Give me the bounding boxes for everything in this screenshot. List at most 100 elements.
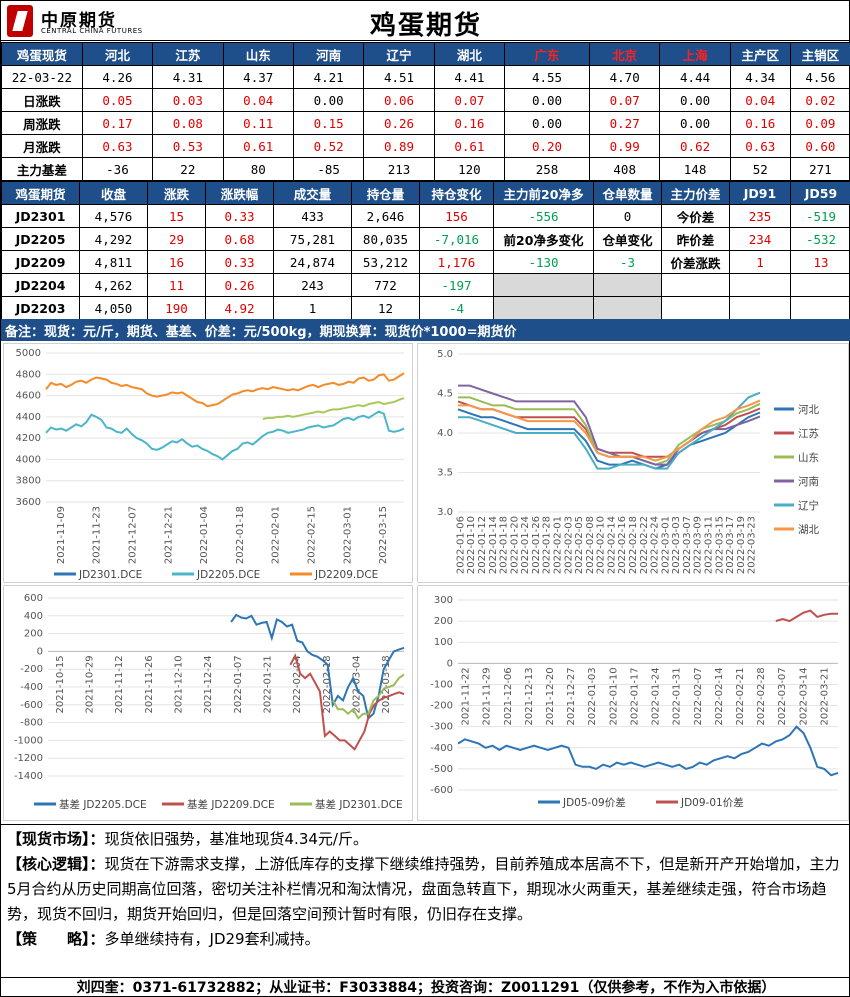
spot-cell: 0.60: [789, 134, 850, 158]
futures-cell: 0.33: [205, 204, 274, 228]
spot-header-cell: 上海: [659, 42, 731, 66]
spot-cell: 22: [152, 157, 224, 181]
series-line: [331, 673, 405, 720]
y-tick-label: -100: [430, 679, 453, 690]
x-tick-label: 2022-02-18: [628, 516, 639, 574]
x-tick-label: 2022-01-10: [608, 667, 619, 725]
spot-row-label: 主力基差: [1, 157, 83, 181]
series-line: [775, 609, 838, 623]
spot-cell: 4.21: [292, 65, 365, 89]
x-tick-label: 2022-01-24: [651, 667, 662, 725]
x-tick-label: 2022-03-17: [725, 516, 736, 574]
futures-cell: 772: [351, 273, 420, 297]
spot-cell: 0.16: [729, 111, 791, 135]
spot-cell: 0.53: [152, 134, 224, 158]
x-tick-label: 2022-02-14: [606, 516, 617, 574]
futures-cell: 11: [147, 273, 206, 297]
y-tick-label: -1000: [14, 735, 43, 746]
spot-cell: 213: [363, 157, 435, 181]
y-tick-label: 600: [24, 593, 43, 604]
spot-cell: 0.02: [789, 88, 850, 112]
spot-cell: 148: [659, 157, 731, 181]
spot-cell: 0.89: [363, 134, 435, 158]
y-tick-label: -1400: [14, 771, 43, 782]
spot-cell: 0.61: [433, 134, 506, 158]
futures-cell: 234: [729, 227, 791, 251]
spot-cell: 0.03: [152, 88, 224, 112]
spot-cell: 4.34: [729, 65, 791, 89]
strategy-label: 【策 略】：: [7, 930, 105, 948]
futures-cell: -3: [593, 250, 662, 274]
futures-cell: [790, 273, 850, 297]
x-tick-label: 2022-02-16: [617, 516, 628, 574]
spot-cell: -36: [81, 157, 154, 181]
x-tick-label: 2022-01-03: [587, 667, 598, 725]
futures-header-cell: 成交量: [273, 181, 352, 205]
strategy-text: 多单继续持有，JD29套利减持。: [104, 930, 320, 948]
y-tick-label: 300: [434, 595, 453, 606]
spot-header-cell: 鸡蛋现货: [1, 42, 83, 66]
spot-cell: 0.04: [729, 88, 791, 112]
x-tick-label: 2022-01-18: [499, 516, 510, 574]
futures-cell: 15: [147, 204, 206, 228]
spot-cell: 0.27: [588, 111, 661, 135]
futures-cell: 4,292: [79, 227, 148, 251]
futures-header-cell: 主力前20净多: [493, 181, 594, 205]
spot-cell: 271: [789, 157, 850, 181]
futures-cell: 433: [273, 204, 352, 228]
y-tick-label: 0: [447, 658, 453, 669]
spot-cell: 4.41: [433, 65, 506, 89]
chart-spread: 300 200 100 0 -100 -200 -300 -400 -500 -600 2021-1…: [417, 585, 849, 821]
futures-cell: 4,576: [79, 204, 148, 228]
x-tick-label: 2022-01-26: [531, 516, 542, 574]
futures-cell: 12: [351, 296, 420, 320]
futures-cell: 价差涨跌: [661, 250, 730, 274]
core-logic-text: 现货在下游需求支撑，上游低库存的支撑下继续维持强势，目前养殖成本居高不下，但是新…: [7, 855, 840, 923]
series-line: [45, 372, 405, 408]
x-tick-label: 2022-01-12: [477, 516, 488, 574]
x-tick-label: 2021-12-10: [174, 655, 185, 713]
x-tick-label: 2022-03-09: [693, 516, 704, 574]
x-tick-label: 2022-01-06: [455, 516, 466, 574]
x-tick-label: 2022-03-01: [660, 516, 671, 574]
legend-label: JD09-01价差: [680, 796, 744, 809]
y-tick-label: 4800: [16, 369, 41, 380]
chart-futures-price: 5000 4800 4600 4400 4200 4000 3800 3600 2021-11-…: [3, 343, 413, 583]
futures-cell: 4.92: [205, 296, 274, 320]
x-tick-label: 2021-11-29: [482, 667, 493, 725]
x-tick-label: 2021-12-24: [203, 655, 214, 713]
spot-header-cell: 江苏: [152, 42, 224, 66]
x-tick-label: 2022-03-21: [819, 667, 830, 725]
x-tick-label: 2021-12-07: [128, 506, 139, 564]
futures-cell: [729, 273, 791, 297]
y-tick-label: 4400: [16, 412, 41, 423]
y-tick-label: 400: [24, 611, 43, 622]
futures-row: JD2203 4,050 190 4.92 1 12 -4: [1, 296, 850, 320]
page-title: 鸡蛋期货: [369, 11, 482, 41]
x-tick-label: 2022-01-20: [509, 516, 520, 574]
y-tick-label: 4.5: [437, 389, 453, 400]
x-tick-label: 2022-02-01: [552, 516, 563, 574]
x-tick-label: 2021-12-20: [545, 667, 556, 725]
chart-basis: 600 400 200 0 -200 -400 -600 -800 -1000 -1200 -140…: [3, 585, 413, 821]
spot-cell: 4.31: [152, 65, 224, 89]
futures-cell: [593, 273, 662, 297]
x-tick-label: 2022-03-15: [714, 516, 725, 574]
y-tick-label: 100: [434, 637, 453, 648]
futures-cell: 仓单变化: [593, 227, 662, 251]
x-tick-label: 2022-01-04: [199, 506, 210, 564]
series-line: [458, 399, 761, 462]
spot-header-cell: 辽宁: [363, 42, 435, 66]
legend-label: 基差 JD2205.DCE: [59, 798, 147, 811]
futures-cell: 53,212: [351, 250, 420, 274]
y-tick-label: 0: [37, 646, 43, 657]
futures-cell: 156: [419, 204, 494, 228]
futures-cell: -4: [419, 296, 494, 320]
futures-cell: 1: [729, 250, 791, 274]
futures-cell: 16: [147, 250, 206, 274]
x-tick-label: 2022-02-18: [322, 655, 333, 713]
x-tick-label: 2022-03-15: [378, 506, 389, 564]
y-tick-label: -200: [20, 664, 43, 675]
x-tick-label: 2022-03-11: [703, 516, 714, 574]
